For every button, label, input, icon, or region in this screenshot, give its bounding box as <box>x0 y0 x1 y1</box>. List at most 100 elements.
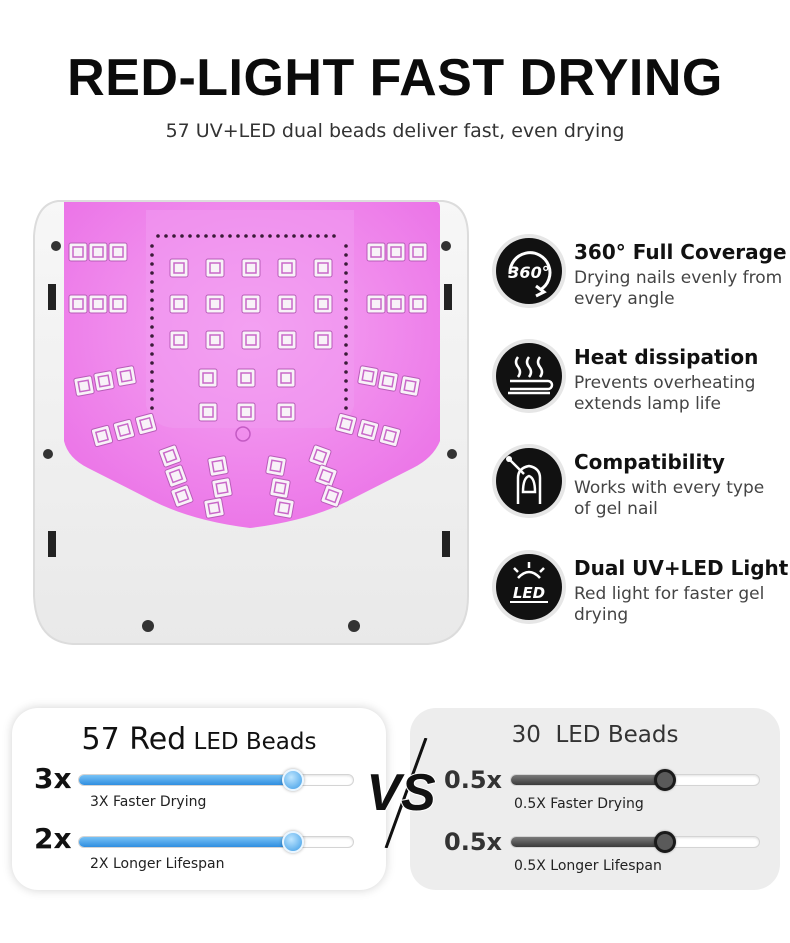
vent-dot <box>344 280 348 284</box>
feature-360-coverage: 360° 360° Full Coverage Drying nails eve… <box>496 238 787 318</box>
vent-dot <box>344 289 348 293</box>
led-bead <box>205 294 225 314</box>
feature-title: 360° Full Coverage <box>574 240 787 264</box>
led-bead <box>108 294 128 314</box>
vent-dot <box>344 325 348 329</box>
lifespan-bar <box>510 831 760 853</box>
vent-dot <box>344 361 348 365</box>
led-bead <box>205 258 225 278</box>
led-bead <box>408 242 428 262</box>
bar-fill <box>79 775 293 785</box>
led-bead <box>205 330 225 350</box>
led-bead <box>276 402 296 422</box>
led-bead <box>134 412 158 436</box>
vent-dot <box>344 316 348 320</box>
led-bead <box>313 330 333 350</box>
led-bead <box>269 477 291 499</box>
vent-dot <box>196 234 200 238</box>
vent-dot <box>150 262 154 266</box>
vent-dot <box>220 234 224 238</box>
vent-dot <box>344 253 348 257</box>
led-bead <box>93 370 115 392</box>
comparison-card-57-beads: 57 Red LED Beads 3x 3X Faster Drying 2x … <box>12 708 386 890</box>
feature-dual-light: LED Dual UV+LED Light Red light for fast… <box>496 554 789 634</box>
vent-dot <box>284 234 288 238</box>
vent-dot <box>344 397 348 401</box>
feature-heat-dissipation: Heat dissipation Prevents overheating ex… <box>496 343 786 423</box>
led-bead <box>277 294 297 314</box>
led-bead <box>90 424 114 448</box>
led-bead <box>241 330 261 350</box>
vent-dot <box>344 379 348 383</box>
led-bead <box>73 375 95 397</box>
lifespan-bar <box>78 831 354 853</box>
vent-dot <box>156 234 160 238</box>
vent-dot <box>164 234 168 238</box>
led-bead <box>115 365 137 387</box>
vent-dot <box>344 307 348 311</box>
led-bead <box>408 294 428 314</box>
bar-label: 2X Longer Lifespan <box>90 856 225 872</box>
led-bead <box>88 294 108 314</box>
vent-dot <box>260 234 264 238</box>
led-bead <box>313 294 333 314</box>
led-bead <box>211 477 233 499</box>
vent-dot <box>344 370 348 374</box>
heat-waves-icon <box>496 343 562 409</box>
multiplier-label: 2x <box>34 822 72 855</box>
vent-dot <box>344 244 348 248</box>
feature-desc: Prevents overheating extends lamp life <box>574 373 756 414</box>
led-bead <box>241 294 261 314</box>
vent-dot <box>150 280 154 284</box>
led-bead <box>68 242 88 262</box>
vent-dot <box>332 234 336 238</box>
feature-title: Dual UV+LED Light <box>574 556 789 580</box>
vent-dot <box>172 234 176 238</box>
led-bead <box>320 484 344 508</box>
vent-dot <box>188 234 192 238</box>
vent-dot <box>276 234 280 238</box>
led-bead <box>277 330 297 350</box>
vent-dot <box>236 234 240 238</box>
led-bead <box>236 402 256 422</box>
led-bead <box>203 497 225 519</box>
360-rotation-icon: 360° <box>496 238 562 304</box>
vent-dot <box>150 244 154 248</box>
vent-dot <box>150 271 154 275</box>
led-bead <box>265 455 287 477</box>
vent-dot <box>150 343 154 347</box>
versus-mark: VS <box>356 737 446 849</box>
multiplier-label: 0.5x <box>444 828 502 856</box>
vent-dot <box>150 361 154 365</box>
led-bead <box>88 242 108 262</box>
vent-dot <box>150 334 154 338</box>
page-title: RED-LIGHT FAST DRYING <box>67 49 723 107</box>
vent-dot <box>344 406 348 410</box>
vent-dot <box>292 234 296 238</box>
led-bead <box>386 294 406 314</box>
led-bead <box>366 294 386 314</box>
led-bead <box>313 258 333 278</box>
led-bead <box>164 464 188 488</box>
vent-dot <box>150 316 154 320</box>
led-bead <box>386 242 406 262</box>
bar-knob <box>653 831 676 853</box>
led-bead <box>198 402 218 422</box>
feature-desc: Red light for faster gel drying <box>574 584 765 625</box>
led-bead <box>356 418 380 442</box>
led-bead <box>170 484 194 508</box>
bar-fill <box>511 837 665 847</box>
led-bead <box>207 455 229 477</box>
bar-knob <box>653 769 676 791</box>
bar-label: 0.5X Faster Drying <box>514 796 644 812</box>
vent-dot <box>150 289 154 293</box>
vent-dot <box>344 271 348 275</box>
led-bead <box>68 294 88 314</box>
comparison-card-30-beads: 30 LED Beads 0.5x 0.5X Faster Drying 0.5… <box>410 708 780 890</box>
vent-dot <box>344 343 348 347</box>
led-bead <box>378 424 402 448</box>
vent-dot <box>344 298 348 302</box>
feature-compatibility: Compatibility Works with every type of g… <box>496 448 786 528</box>
vent-dot <box>324 234 328 238</box>
card-title: 57 Red LED Beads <box>12 722 386 757</box>
